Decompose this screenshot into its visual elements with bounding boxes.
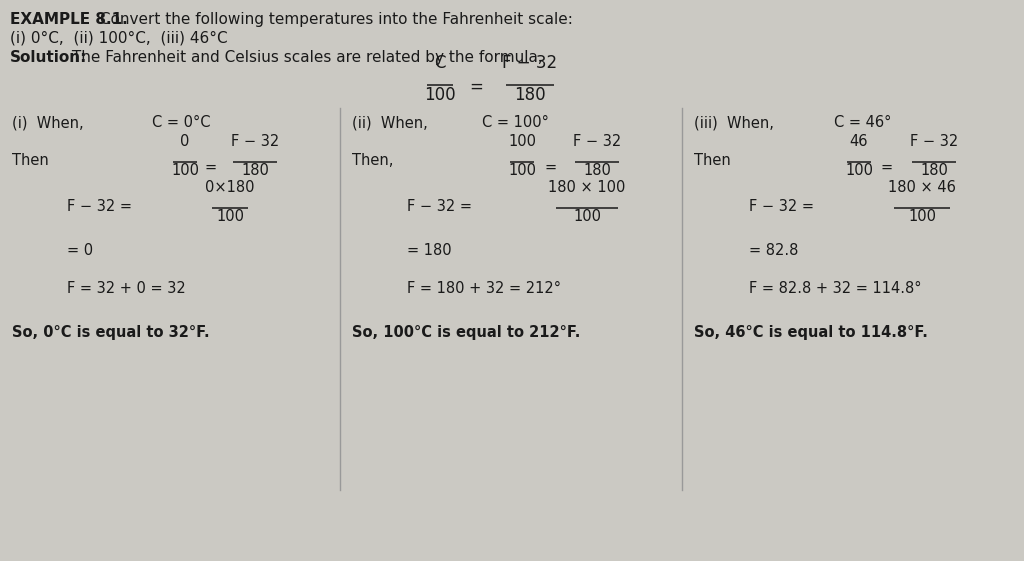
Text: Then: Then — [12, 153, 49, 168]
Text: 46: 46 — [850, 134, 868, 149]
Text: 100: 100 — [508, 134, 536, 149]
Text: 0: 0 — [180, 134, 189, 149]
Text: F − 32: F − 32 — [503, 54, 557, 72]
Text: = 0: = 0 — [67, 243, 93, 258]
Text: EXAMPLE 8.1.: EXAMPLE 8.1. — [10, 12, 128, 27]
Text: 180: 180 — [583, 163, 611, 178]
Text: F = 82.8 + 32 = 114.8°: F = 82.8 + 32 = 114.8° — [749, 281, 922, 296]
Text: C = 0°C: C = 0°C — [152, 115, 211, 130]
Text: 100: 100 — [845, 163, 873, 178]
Text: So, 46°C is equal to 114.8°F.: So, 46°C is equal to 114.8°F. — [694, 325, 928, 340]
Text: 180 × 100: 180 × 100 — [548, 180, 626, 195]
Text: = 180: = 180 — [407, 243, 452, 258]
Text: =: = — [544, 160, 556, 175]
Text: C = 46°: C = 46° — [834, 115, 891, 130]
Text: =: = — [469, 78, 483, 96]
Text: Solution:: Solution: — [10, 50, 87, 65]
Text: So, 0°C is equal to 32°F.: So, 0°C is equal to 32°F. — [12, 325, 210, 340]
Text: 180: 180 — [514, 86, 546, 104]
Text: F = 32 + 0 = 32: F = 32 + 0 = 32 — [67, 281, 185, 296]
Text: 100: 100 — [573, 209, 601, 224]
Text: 180: 180 — [241, 163, 269, 178]
Text: (i) 0°C,  (ii) 100°C,  (iii) 46°C: (i) 0°C, (ii) 100°C, (iii) 46°C — [10, 30, 227, 45]
Text: (iii)  When,: (iii) When, — [694, 115, 774, 130]
Text: C: C — [434, 54, 445, 72]
Text: 100: 100 — [508, 163, 536, 178]
Text: =: = — [881, 160, 893, 175]
Text: Then: Then — [694, 153, 731, 168]
Text: 100: 100 — [216, 209, 244, 224]
Text: =: = — [205, 160, 217, 175]
Text: Then,: Then, — [352, 153, 393, 168]
Text: F − 32: F − 32 — [910, 134, 958, 149]
Text: = 82.8: = 82.8 — [749, 243, 799, 258]
Text: F − 32 =: F − 32 = — [67, 199, 132, 214]
Text: F − 32: F − 32 — [572, 134, 622, 149]
Text: (ii)  When,: (ii) When, — [352, 115, 428, 130]
Text: 100: 100 — [171, 163, 199, 178]
Text: 100: 100 — [908, 209, 936, 224]
Text: (i)  When,: (i) When, — [12, 115, 84, 130]
Text: So, 100°C is equal to 212°F.: So, 100°C is equal to 212°F. — [352, 325, 581, 340]
Text: F = 180 + 32 = 212°: F = 180 + 32 = 212° — [407, 281, 561, 296]
Text: C = 100°: C = 100° — [482, 115, 549, 130]
Text: 100: 100 — [424, 86, 456, 104]
Text: F − 32: F − 32 — [230, 134, 280, 149]
Text: Convert the following temperatures into the Fahrenheit scale:: Convert the following temperatures into … — [95, 12, 572, 27]
Text: 0×180: 0×180 — [205, 180, 255, 195]
Text: 180: 180 — [920, 163, 948, 178]
Text: F − 32 =: F − 32 = — [749, 199, 814, 214]
Text: 180 × 46: 180 × 46 — [888, 180, 956, 195]
Text: F − 32 =: F − 32 = — [407, 199, 472, 214]
Text: The Fahrenheit and Celsius scales are related by the formula,: The Fahrenheit and Celsius scales are re… — [67, 50, 543, 65]
